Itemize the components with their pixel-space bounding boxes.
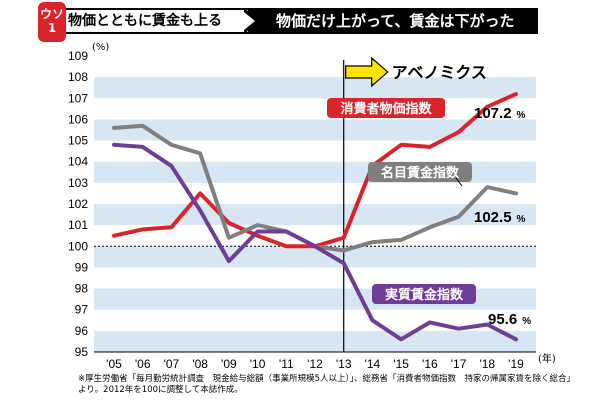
series-label-box-real (372, 284, 476, 304)
y-tick-label: 98 (75, 282, 89, 296)
band (94, 246, 536, 268)
x-tick-label: '08 (192, 357, 208, 371)
y-unit-label: (%) (92, 42, 109, 53)
header-arrow-inner (244, 12, 255, 30)
band (94, 77, 536, 99)
band (94, 119, 536, 141)
y-tick-label: 104 (68, 155, 88, 169)
y-tick-label: 107 (68, 91, 88, 105)
y-tick-label: 99 (75, 260, 89, 274)
marker-arrow-icon (345, 56, 389, 88)
x-tick-label: '12 (307, 357, 323, 371)
x-tick-label: '14 (365, 357, 381, 371)
x-tick-label: '07 (164, 357, 180, 371)
y-tick-label: 97 (75, 303, 89, 317)
x-tick-label: '15 (393, 357, 409, 371)
y-tick-label: 100 (68, 239, 88, 253)
footnote-line2: より。2012年を100に調整して本誌作成。 (78, 385, 243, 395)
end-value-unit-nominal: % (517, 214, 526, 225)
y-tick-label: 109 (68, 49, 88, 63)
header-left-title: 物価とともに賃金も上る (60, 8, 250, 34)
series-label-real: 実質賃金指数 (385, 287, 464, 303)
header-right-title: 物価だけ上がって、賃金は下がった (250, 8, 538, 34)
end-value-label-real: 95.6 (488, 311, 517, 328)
x-tick-label: '09 (221, 357, 237, 371)
footnote: ※厚生労働省「毎月勤労統計調査 現金給与総額（事業所規模5人以上）」、総務省「消… (78, 374, 578, 396)
band (94, 330, 536, 352)
series-line-nominal (112, 123, 518, 253)
series-label-nominal: 名目賃金指数 (381, 165, 460, 181)
x-unit-label: (年) (538, 352, 556, 365)
y-tick-label: 106 (68, 112, 88, 126)
header-badge-bottom: 1 (47, 21, 57, 35)
end-value-unit-cpi: % (517, 110, 526, 121)
series-label-cpi: 消費者物価指数 (340, 101, 432, 117)
end-value-label-cpi: 107.2 (474, 105, 512, 122)
y-tick-label: 95 (75, 345, 89, 359)
callout-line (455, 177, 463, 187)
marker-label: アベノミクス (392, 63, 487, 82)
y-tick-label: 108 (68, 70, 88, 84)
header-badge: ウソ 1 (38, 2, 66, 42)
series-label-box-nominal (368, 162, 472, 182)
y-tick-label: 96 (75, 324, 89, 338)
x-tick-label: '11 (279, 357, 294, 371)
end-value-label-nominal: 102.5 (474, 209, 512, 226)
x-tick-label: '10 (250, 357, 266, 371)
end-value-unit-real: % (522, 316, 531, 327)
y-tick-label: 105 (68, 134, 88, 148)
footnote-line1: ※厚生労働省「毎月勤労統計調査 現金給与総額（事業所規模5人以上）」、総務省「消… (78, 374, 576, 384)
y-tick-label: 103 (68, 176, 88, 190)
x-tick-label: '16 (422, 357, 438, 371)
y-tick-label: 102 (68, 197, 88, 211)
series-label-box-cpi (327, 98, 445, 118)
x-tick-label: '05 (106, 357, 122, 371)
x-tick-label: '13 (336, 357, 352, 371)
x-tick-label: '19 (508, 357, 524, 371)
x-tick-label: '18 (479, 357, 495, 371)
x-tick-label: '17 (451, 357, 467, 371)
x-tick-label: '06 (135, 357, 151, 371)
y-tick-label: 101 (68, 218, 88, 232)
header-badge-top: ウソ (39, 7, 64, 21)
